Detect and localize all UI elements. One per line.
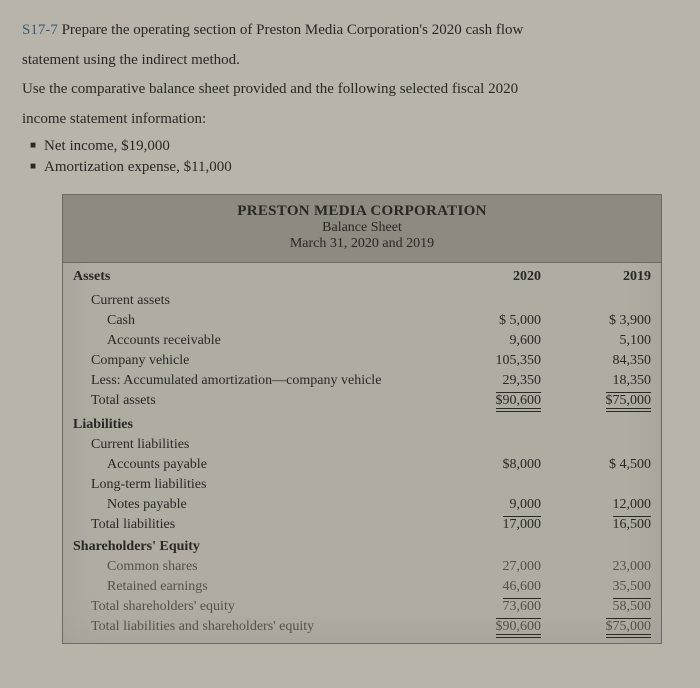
cell-value: 105,350	[441, 351, 551, 371]
current-liabilities-header: Current liabilities	[63, 435, 441, 455]
row-label: Accounts receivable	[63, 331, 441, 351]
table-row: Notes payable 9,000 12,000	[63, 495, 661, 515]
list-item: ■ Amortization expense, $11,000	[30, 159, 678, 176]
liabilities-header: Liabilities	[63, 411, 441, 435]
cell-value: 58,500	[551, 597, 661, 617]
table-row: Total shareholders' equity 73,600 58,500	[63, 597, 661, 617]
table-row: Common shares 27,000 23,000	[63, 557, 661, 577]
longterm-liabilities-header: Long-term liabilities	[63, 475, 441, 495]
bullet-icon: ■	[30, 140, 36, 151]
problem-line-3: Use the comparative balance sheet provid…	[22, 77, 678, 103]
row-label: Company vehicle	[63, 351, 441, 371]
balance-sheet: PRESTON MEDIA CORPORATION Balance Sheet …	[62, 194, 662, 644]
row-label: Cash	[63, 311, 441, 331]
cell-value: 29,350	[441, 371, 551, 391]
problem-line-4: income statement information:	[22, 107, 678, 133]
row-label: Retained earnings	[63, 577, 441, 597]
cell-value: 84,350	[551, 351, 661, 371]
row-label: Less: Accumulated amortization—company v…	[63, 371, 441, 391]
col-2020: 2020	[441, 263, 551, 291]
balance-sheet-header: PRESTON MEDIA CORPORATION Balance Sheet …	[63, 195, 661, 263]
cell-value: 35,500	[551, 577, 661, 597]
problem-statement: S17-7 Prepare the operating section of P…	[22, 18, 678, 176]
row-label: Total liabilities	[63, 515, 441, 535]
table-row: Current liabilities	[63, 435, 661, 455]
table-row: Company vehicle 105,350 84,350	[63, 351, 661, 371]
problem-id: S17-7	[22, 22, 58, 38]
cell-value: $8,000	[441, 455, 551, 475]
sheet-title: Balance Sheet	[63, 220, 661, 236]
table-row: Cash $ 5,000 $ 3,900	[63, 311, 661, 331]
row-label: Total liabilities and shareholders' equi…	[63, 617, 441, 643]
cell-value: $ 4,500	[551, 455, 661, 475]
cell-value: $90,600	[441, 617, 551, 643]
table-row: Current assets	[63, 291, 661, 311]
assets-header: Assets	[63, 263, 441, 291]
corp-name: PRESTON MEDIA CORPORATION	[63, 203, 661, 220]
list-item: ■ Net income, $19,000	[30, 138, 678, 155]
table-row: Liabilities	[63, 411, 661, 435]
cell-value: 17,000	[441, 515, 551, 535]
col-2019: 2019	[551, 263, 661, 291]
table-row: Accounts receivable 9,600 5,100	[63, 331, 661, 351]
cell-value: 18,350	[551, 371, 661, 391]
table-row: Total assets $90,600 $75,000	[63, 391, 661, 411]
table-row: Total liabilities and shareholders' equi…	[63, 617, 661, 643]
cell-value: 9,600	[441, 331, 551, 351]
cell-value: 23,000	[551, 557, 661, 577]
cell-value: 16,500	[551, 515, 661, 535]
bullet-list: ■ Net income, $19,000 ■ Amortization exp…	[22, 138, 678, 176]
row-label: Total assets	[63, 391, 441, 411]
bullet-text-1: Net income, $19,000	[44, 138, 170, 155]
current-assets-header: Current assets	[63, 291, 441, 311]
sheet-date: March 31, 2020 and 2019	[63, 236, 661, 252]
cell-value: 73,600	[441, 597, 551, 617]
cell-value: 9,000	[441, 495, 551, 515]
cell-value: $ 3,900	[551, 311, 661, 331]
equity-header: Shareholders' Equity	[63, 535, 441, 557]
problem-line-1: S17-7 Prepare the operating section of P…	[22, 18, 678, 44]
row-label: Accounts payable	[63, 455, 441, 475]
cell-value: 46,600	[441, 577, 551, 597]
table-row: Less: Accumulated amortization—company v…	[63, 371, 661, 391]
table-row: Long-term liabilities	[63, 475, 661, 495]
cell-value: 27,000	[441, 557, 551, 577]
cell-value: $ 5,000	[441, 311, 551, 331]
cell-value: 12,000	[551, 495, 661, 515]
table-row: Shareholders' Equity	[63, 535, 661, 557]
bullet-icon: ■	[30, 161, 36, 172]
row-label: Common shares	[63, 557, 441, 577]
column-header-row: Assets 2020 2019	[63, 263, 661, 291]
balance-sheet-table: Assets 2020 2019 Current assets Cash $ 5…	[63, 263, 661, 643]
table-row: Total liabilities 17,000 16,500	[63, 515, 661, 535]
cell-value: $75,000	[551, 391, 661, 411]
cell-value: 5,100	[551, 331, 661, 351]
cell-value: $90,600	[441, 391, 551, 411]
bullet-text-2: Amortization expense, $11,000	[44, 159, 232, 176]
problem-line-2: statement using the indirect method.	[22, 48, 678, 74]
row-label: Notes payable	[63, 495, 441, 515]
table-row: Accounts payable $8,000 $ 4,500	[63, 455, 661, 475]
row-label: Total shareholders' equity	[63, 597, 441, 617]
table-row: Retained earnings 46,600 35,500	[63, 577, 661, 597]
problem-line-1-rest: Prepare the operating section of Preston…	[58, 22, 524, 38]
cell-value: $75,000	[551, 617, 661, 643]
